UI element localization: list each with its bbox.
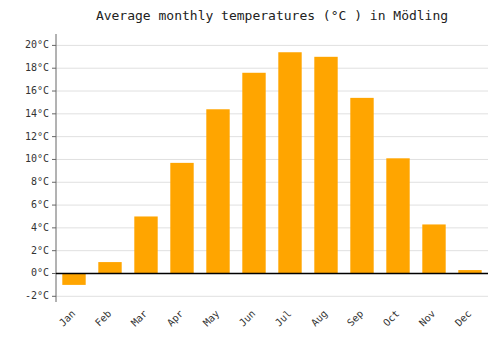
chart-container: Average monthly temperatures (°C ) in Mö… (0, 0, 500, 350)
grid-line (56, 205, 488, 206)
grid-line (56, 159, 488, 160)
grid-line (56, 113, 488, 114)
y-tick (52, 91, 56, 92)
y-tick (52, 113, 56, 114)
y-tick (52, 68, 56, 69)
y-tick-label: 16°C (25, 85, 49, 96)
y-tick (52, 273, 56, 274)
y-tick-label: 18°C (25, 62, 49, 73)
chart-svg: Average monthly temperatures (°C ) in Mö… (0, 0, 500, 350)
y-axis: -2°C 0°C 2°C 4°C 6°C 8°C 10°C 12°C 14°C 16°C 18°C 2… (25, 34, 56, 302)
bar (242, 73, 265, 274)
grid-line (56, 68, 488, 69)
grid-line (56, 296, 488, 297)
grid-line (56, 273, 488, 274)
y-tick-label: 4°C (31, 222, 49, 233)
y-tick (52, 182, 56, 183)
y-tick-label: 20°C (25, 39, 49, 50)
y-tick (52, 296, 56, 297)
bar (134, 216, 157, 273)
x-tick-label: Jun (237, 308, 258, 329)
bar (98, 262, 121, 273)
x-tick-label: Sep (345, 308, 366, 329)
x-tick-label: Nov (417, 308, 438, 329)
x-tick-label: Mar (129, 308, 150, 329)
y-tick-label: 6°C (31, 199, 49, 210)
x-tick-label: Jan (57, 308, 78, 329)
y-tick-label: 12°C (25, 131, 49, 142)
y-tick (52, 205, 56, 206)
y-tick (52, 227, 56, 228)
x-tick-label: May (201, 308, 222, 329)
y-tick (52, 159, 56, 160)
zero-line (56, 273, 488, 275)
x-tick-label: Dec (453, 308, 474, 329)
grid (56, 45, 488, 296)
chart-title: Average monthly temperatures (°C ) in Mö… (96, 8, 448, 23)
bar (386, 158, 409, 273)
grid-line (56, 182, 488, 183)
grid-line (56, 91, 488, 92)
y-tick-label: -2°C (25, 290, 49, 301)
x-tick-label: Aug (309, 308, 330, 329)
bar (206, 109, 229, 273)
grid-line (56, 45, 488, 46)
bar (62, 273, 85, 284)
y-tick-label: 10°C (25, 153, 49, 164)
y-axis-line (56, 34, 57, 302)
bar (422, 224, 445, 273)
bar (278, 52, 301, 273)
grid-line (56, 136, 488, 137)
x-tick-label: Apr (165, 308, 186, 329)
background (0, 0, 500, 350)
y-tick (52, 250, 56, 251)
bar (170, 163, 193, 274)
bars (56, 52, 488, 285)
x-axis: Jan Feb Mar Apr May Jun Jul Aug Sep Oct Nov Dec (57, 308, 474, 329)
x-tick-label: Oct (381, 308, 402, 329)
y-tick-label: 0°C (31, 267, 49, 278)
y-tick-label: 2°C (31, 245, 49, 256)
y-tick (52, 136, 56, 137)
y-tick-label: 8°C (31, 176, 49, 187)
y-tick (52, 45, 56, 46)
bar (350, 98, 373, 274)
x-tick-label: Jul (273, 308, 294, 329)
x-tick-label: Feb (93, 308, 114, 329)
bar (314, 57, 337, 274)
y-tick-label: 14°C (25, 108, 49, 119)
